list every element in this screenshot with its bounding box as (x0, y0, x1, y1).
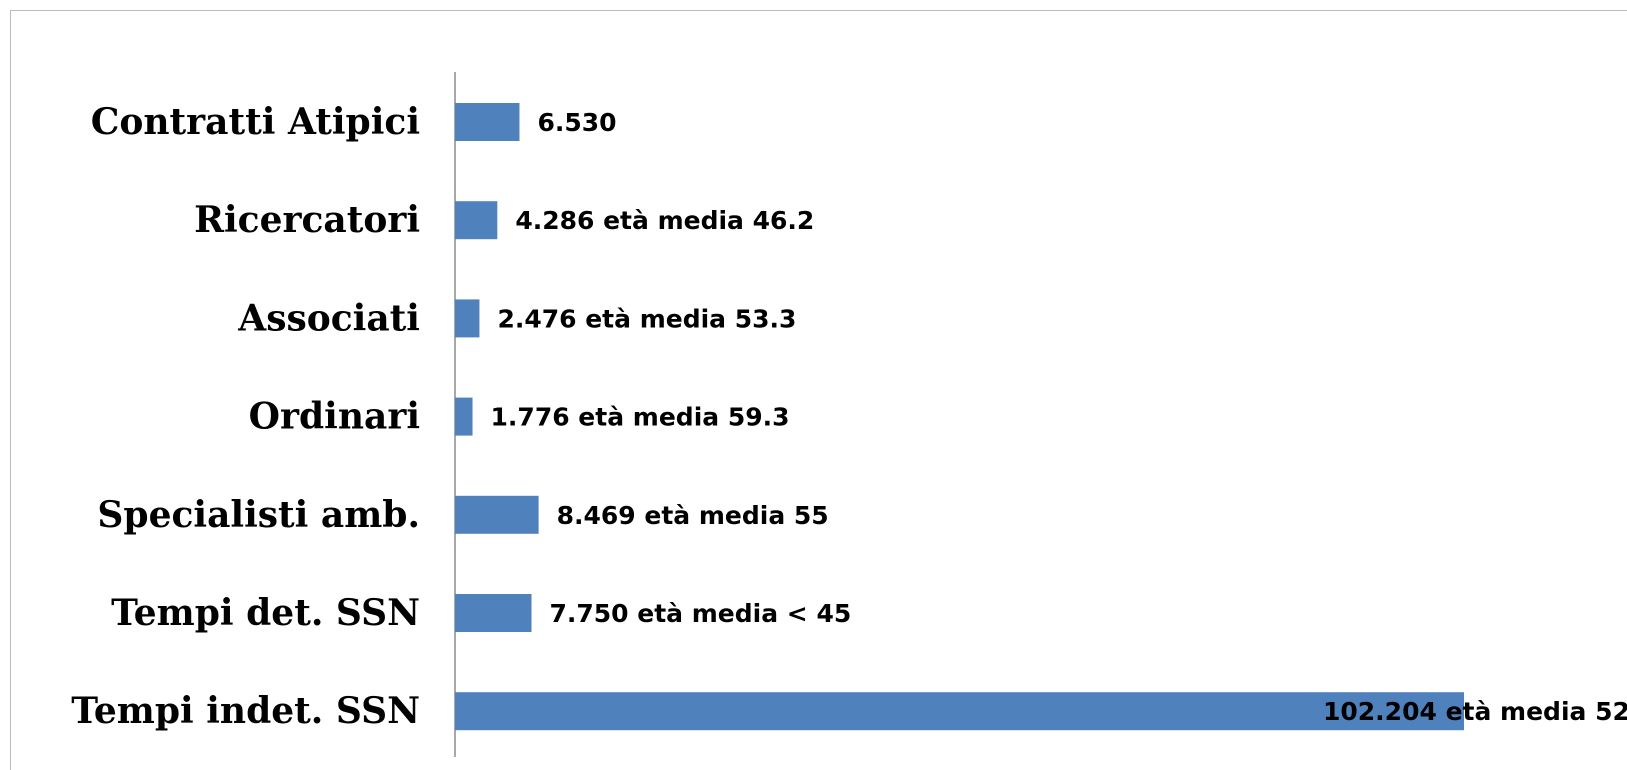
data-labels: 6.530 4.286 età media 46.2 2.476 età media… (491, 108, 1627, 726)
bar (455, 594, 532, 632)
data-label: 102.204 età media 52.7 (1323, 697, 1627, 726)
category-label: Tempi det. SSN (111, 592, 420, 634)
category-label: Associati (237, 297, 420, 339)
bar (455, 201, 498, 240)
bar (455, 495, 539, 534)
data-label: 8.469 età media 55 (557, 501, 829, 530)
data-label: 4.286 età media 46.2 (515, 206, 814, 235)
bar (455, 397, 473, 436)
chart-frame (10, 10, 1627, 770)
data-label: 2.476 età media 53.3 (497, 304, 796, 333)
bar (455, 692, 1464, 731)
category-labels: Contratti Atipici Ricercatori Associati Ord… (71, 101, 420, 732)
category-label: Ricercatori (194, 199, 420, 241)
bar (455, 103, 520, 141)
bar (455, 299, 480, 338)
category-label: Ordinari (249, 396, 420, 438)
bars-layer (455, 103, 1464, 731)
category-label: Specialisti amb. (97, 494, 420, 536)
data-label: 7.750 età media < 45 (550, 599, 852, 628)
category-label: Contratti Atipici (91, 101, 420, 143)
data-label: 1.776 età media 59.3 (491, 403, 790, 432)
data-label: 6.530 (537, 108, 616, 137)
category-label: Tempi indet. SSN (71, 690, 420, 732)
